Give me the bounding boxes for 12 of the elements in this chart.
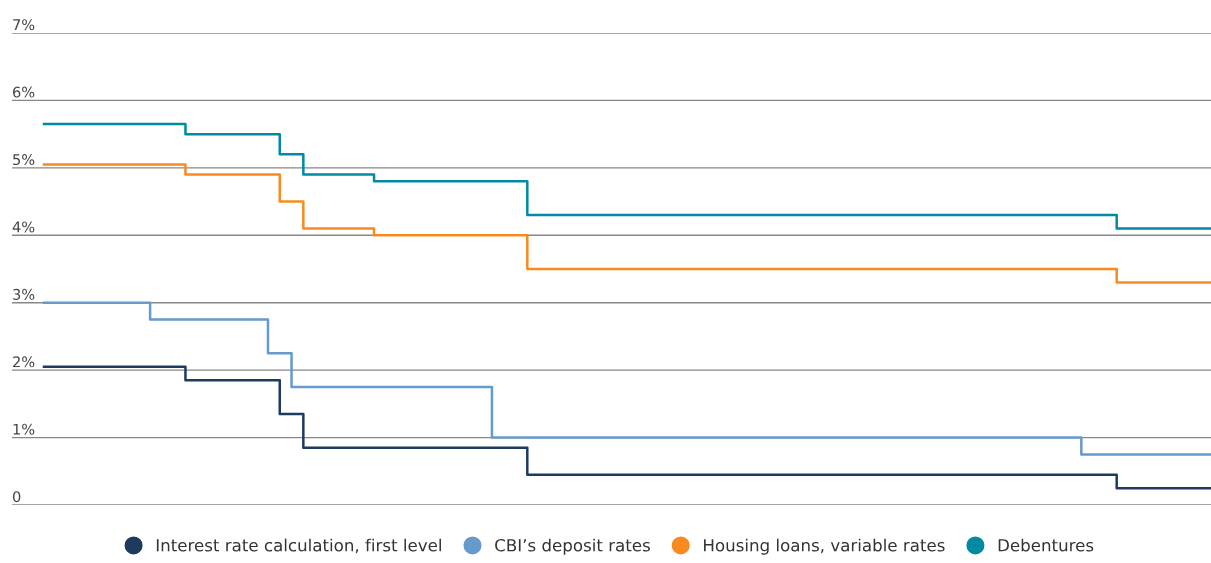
y-tick-label: 5% [13, 154, 35, 166]
legend-label: Housing loans, variable rates [704, 538, 945, 555]
y-tick-label: 3% [13, 288, 35, 300]
y-tick-label: 7% [13, 19, 35, 31]
y-tick-label: 0 [12, 491, 21, 503]
y-tick-label: 2% [13, 356, 35, 368]
legend-label: Interest rate calculation, first level [156, 538, 441, 554]
legend-label: CBI’s deposit rates [495, 538, 650, 555]
y-tick-label: 1% [13, 423, 35, 435]
legend-label: Debentures [998, 538, 1094, 552]
y-tick-label: 4% [12, 221, 35, 233]
y-tick-label: 6% [13, 86, 35, 98]
